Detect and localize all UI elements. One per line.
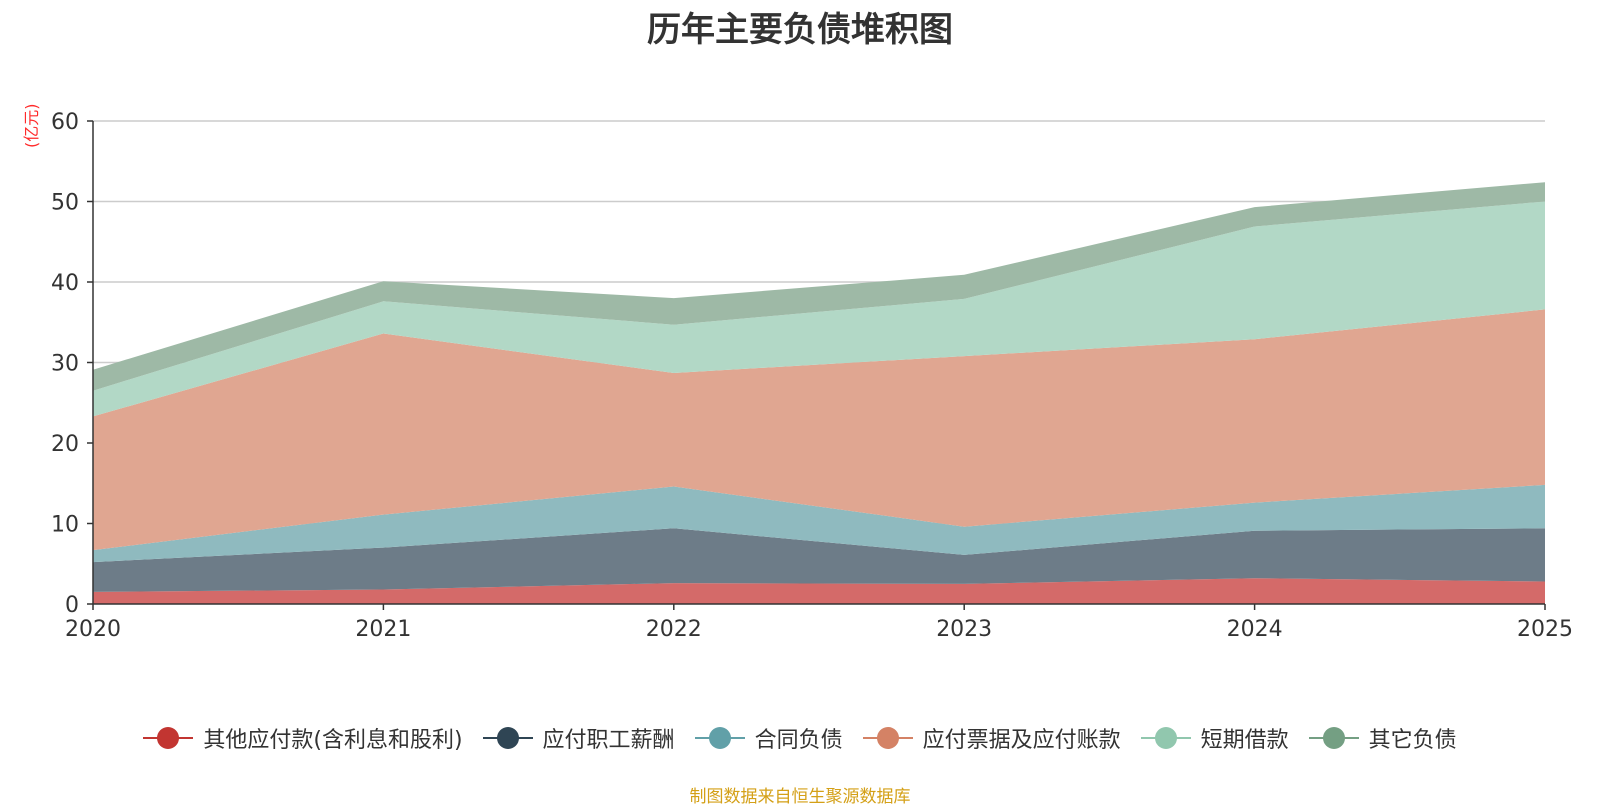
legend-marker-dot (1154, 727, 1177, 749)
area-series-6 (93, 182, 1545, 391)
legend-marker-dot (496, 727, 519, 749)
legend-label: 应付职工薪酬 (542, 728, 675, 753)
chart-legend: 其他应付款(含利息和股利) 应付职工薪酬 合同负债 应付票据及应付账款 短期借款 其它负债 (0, 722, 1600, 754)
x-tick-label: 2024 (1227, 617, 1283, 642)
legend-label: 其他应付款(含利息和股利) (203, 728, 463, 753)
area-series-4 (93, 309, 1545, 551)
legend-item[interactable]: 其它负债 (1308, 722, 1457, 754)
legend-item[interactable]: 应付职工薪酬 (482, 722, 675, 754)
legend-label: 应付票据及应付账款 (922, 728, 1121, 753)
legend-item[interactable]: 其他应付款(含利息和股利) (143, 722, 463, 754)
area-series-3 (93, 484, 1545, 563)
x-tick-label: 2025 (1517, 617, 1573, 642)
area-series-5 (93, 201, 1545, 417)
x-tick-label: 2023 (936, 617, 992, 642)
area-series-1 (93, 578, 1545, 604)
stacked-area-chart: 0 10 20 30 40 50 60 2020 2021 2022 2023 2024 2025 (51, 110, 1573, 642)
legend-marker-icon (482, 726, 533, 750)
legend-marker-icon (862, 726, 913, 750)
legend-label: 短期借款 (1200, 728, 1289, 753)
y-tick-label: 20 (51, 432, 79, 457)
area-series-2 (93, 528, 1545, 592)
y-tick-label: 0 (65, 593, 79, 618)
y-tick-label: 60 (51, 110, 79, 135)
legend-item[interactable]: 合同负债 (694, 722, 843, 754)
legend-marker-dot (157, 727, 180, 749)
y-tick-label: 40 (51, 271, 79, 296)
y-tick-label: 10 (51, 513, 79, 538)
legend-marker-dot (1322, 727, 1345, 749)
legend-label: 其它负债 (1368, 728, 1457, 753)
y-tick-label: 30 (51, 352, 79, 377)
legend-item[interactable]: 应付票据及应付账款 (862, 722, 1121, 754)
legend-marker-icon (1308, 726, 1359, 750)
legend-marker-icon (143, 726, 194, 750)
legend-marker-icon (1140, 726, 1191, 750)
legend-marker-dot (708, 727, 731, 749)
x-tick-label: 2020 (65, 617, 121, 642)
legend-label: 合同负债 (754, 728, 843, 753)
legend-marker-icon (694, 726, 745, 750)
legend-item[interactable]: 短期借款 (1140, 722, 1289, 754)
x-tick-label: 2021 (355, 617, 411, 642)
chart-title: 历年主要负债堆积图 (647, 10, 953, 50)
x-tick-label: 2022 (646, 617, 702, 642)
y-tick-label: 50 (51, 191, 79, 216)
legend-marker-dot (876, 727, 899, 749)
data-source-note: 制图数据来自恒生聚源数据库 (689, 787, 911, 807)
